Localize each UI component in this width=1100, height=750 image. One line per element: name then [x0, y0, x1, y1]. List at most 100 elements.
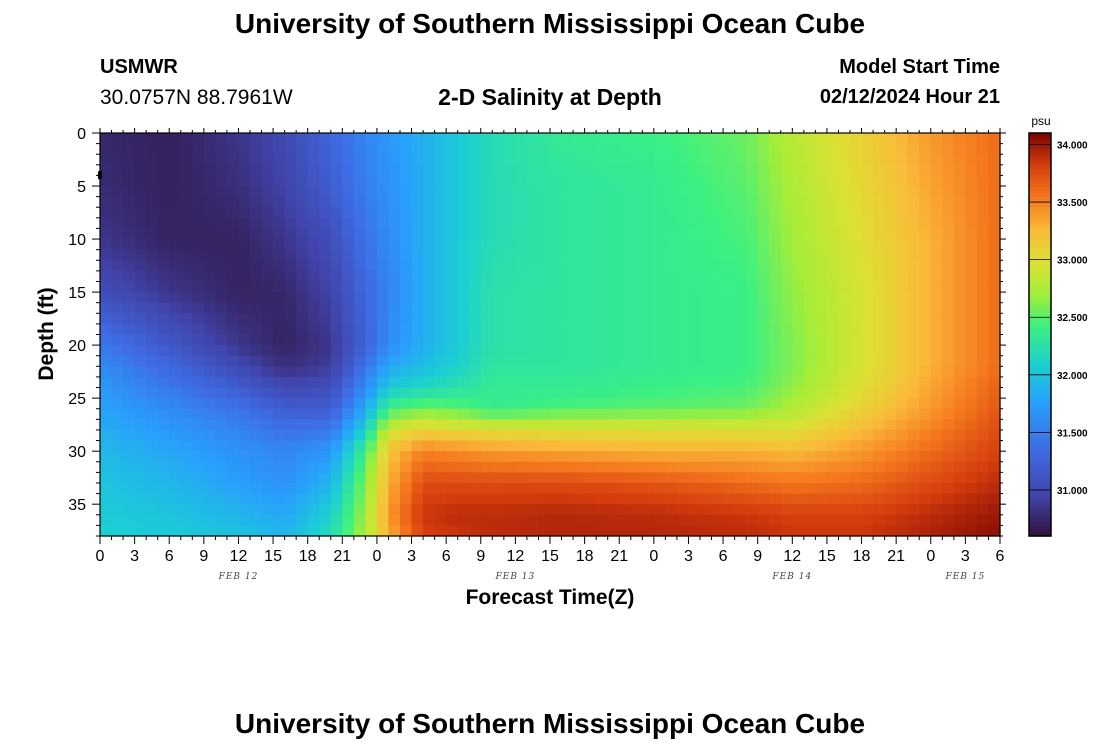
heatmap-cell	[180, 133, 193, 145]
heatmap-cell	[538, 440, 551, 452]
heatmap-cell	[988, 281, 1001, 293]
heatmap-cell	[226, 302, 240, 314]
heatmap-cell	[457, 260, 470, 272]
heatmap-cell	[400, 239, 413, 251]
heatmap-cell	[896, 514, 909, 526]
heatmap-cell	[711, 493, 724, 505]
heatmap-cell	[584, 154, 597, 166]
heatmap-cell	[803, 408, 816, 420]
heatmap-cell	[111, 323, 124, 336]
heatmap-cell	[561, 525, 574, 537]
heatmap-cell	[526, 270, 540, 283]
heatmap-cell	[919, 323, 932, 336]
colorbar-segment	[1029, 310, 1051, 315]
heatmap-cell	[423, 196, 436, 208]
heatmap-cell	[353, 525, 366, 537]
heatmap-cell	[400, 175, 413, 187]
heatmap-cell	[123, 504, 136, 516]
heatmap-cell	[919, 143, 932, 155]
heatmap-cell	[250, 429, 263, 442]
heatmap-cell	[642, 217, 655, 230]
heatmap-cell	[492, 482, 505, 495]
heatmap-cell	[769, 419, 782, 431]
heatmap-cell	[180, 186, 193, 198]
heatmap-cell	[780, 355, 793, 367]
heatmap-cell	[203, 175, 216, 187]
heatmap-cell	[215, 239, 228, 251]
heatmap-cell	[630, 345, 643, 357]
heatmap-cell	[988, 525, 1001, 537]
heatmap-cell	[365, 429, 378, 442]
heatmap-cell	[769, 281, 782, 293]
heatmap-cell	[180, 355, 193, 367]
heatmap-cell	[965, 186, 978, 198]
heatmap-cell	[376, 239, 390, 251]
heatmap-cell	[469, 164, 482, 177]
heatmap-cell	[457, 313, 470, 325]
heatmap-cell	[134, 334, 147, 346]
heatmap-cell	[942, 164, 955, 177]
heatmap-cell	[919, 196, 932, 208]
heatmap-cell	[746, 366, 759, 378]
heatmap-cell	[330, 440, 343, 452]
heatmap-cell	[157, 504, 170, 516]
heatmap-cell	[907, 186, 920, 198]
heatmap-cell	[838, 408, 851, 420]
heatmap-cell	[792, 345, 805, 357]
heatmap-cell	[469, 281, 482, 293]
heatmap-cell	[930, 408, 943, 420]
heatmap-cell	[838, 228, 851, 240]
heatmap-cell	[942, 302, 955, 314]
heatmap-cell	[457, 133, 470, 145]
heatmap-cell	[573, 387, 586, 399]
heatmap-cell	[769, 143, 782, 155]
heatmap-cell	[850, 260, 863, 272]
heatmap-cell	[976, 366, 990, 378]
heatmap-cell	[711, 281, 724, 293]
heatmap-cell	[353, 419, 366, 431]
heatmap-cell	[838, 313, 851, 325]
heatmap-cell	[353, 440, 366, 452]
heatmap-cell	[803, 504, 816, 516]
colorbar-segment	[1029, 475, 1051, 480]
heatmap-cell	[319, 461, 332, 473]
heatmap-cell	[850, 217, 863, 230]
heatmap-cell	[930, 270, 943, 283]
heatmap-cell	[850, 451, 863, 463]
heatmap-cell	[296, 408, 309, 420]
heatmap-cell	[215, 143, 228, 155]
heatmap-cell	[596, 323, 609, 336]
heatmap-cell	[953, 461, 966, 473]
heatmap-cell	[630, 429, 643, 442]
heatmap-cell	[907, 154, 920, 166]
heatmap-cell	[111, 472, 124, 484]
x-tick-label: 21	[333, 548, 351, 565]
heatmap-cell	[515, 429, 528, 442]
heatmap-cell	[919, 514, 932, 526]
colorbar-segment	[1029, 374, 1051, 379]
heatmap-cell	[676, 482, 690, 495]
colorbar-segment	[1029, 364, 1051, 369]
heatmap-cell	[169, 154, 182, 166]
heatmap-cell	[261, 440, 274, 452]
heatmap-cell	[469, 345, 482, 357]
heatmap-cell	[111, 228, 124, 240]
heatmap-cell	[423, 482, 436, 495]
heatmap-cell	[953, 154, 966, 166]
heatmap-cell	[353, 323, 366, 336]
heatmap-cell	[850, 504, 863, 516]
heatmap-cell	[423, 323, 436, 336]
heatmap-cell	[319, 493, 332, 505]
heatmap-cell	[630, 504, 643, 516]
heatmap-cell	[838, 143, 851, 155]
colorbar-segment	[1029, 488, 1051, 493]
heatmap-cell	[942, 270, 955, 283]
heatmap-cell	[607, 270, 620, 283]
heatmap-cell	[780, 482, 793, 495]
heatmap-cell	[134, 355, 147, 367]
heatmap-cell	[930, 419, 943, 431]
heatmap-cell	[203, 207, 216, 219]
heatmap-cell	[630, 313, 643, 325]
heatmap-cell	[584, 260, 597, 272]
heatmap-cell	[919, 398, 932, 410]
